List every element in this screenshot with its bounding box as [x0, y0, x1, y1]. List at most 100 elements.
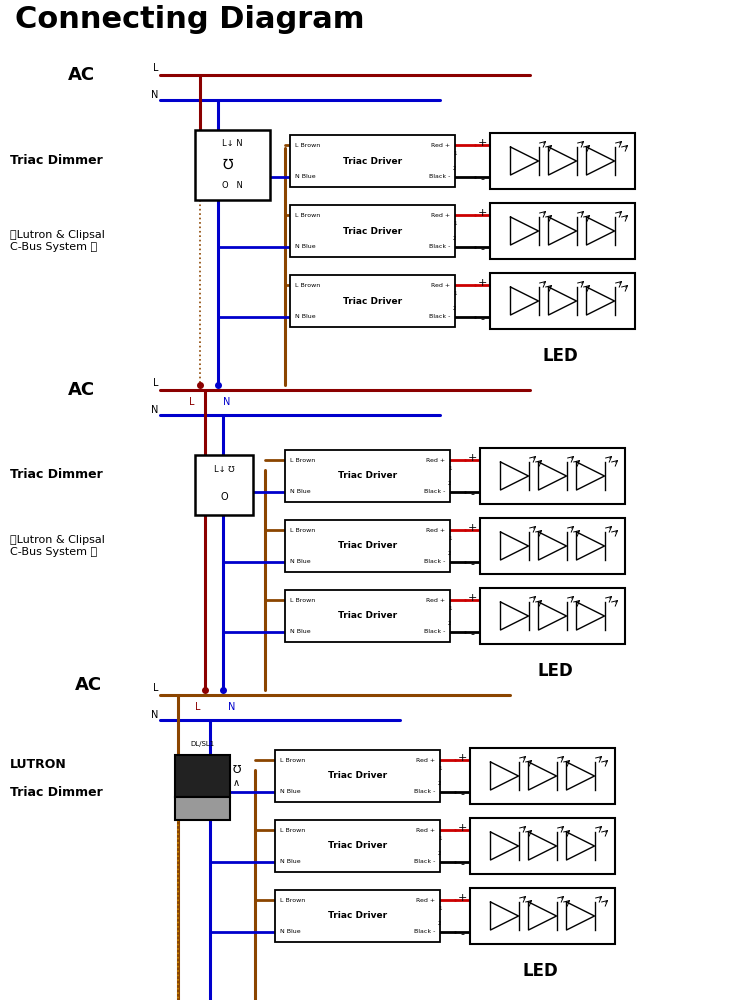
Text: L Brown: L Brown	[295, 283, 320, 288]
Text: LED: LED	[522, 962, 558, 980]
Text: L: L	[152, 63, 158, 73]
Text: （Lutron & Clipsal
C-Bus System ）: （Lutron & Clipsal C-Bus System ）	[10, 535, 105, 557]
Text: L Brown: L Brown	[295, 143, 320, 148]
Text: Red +: Red +	[430, 283, 450, 288]
Text: L Brown: L Brown	[290, 598, 315, 603]
Text: ∧: ∧	[233, 778, 240, 788]
Text: ℧: ℧	[222, 158, 232, 172]
Text: Triac Driver: Triac Driver	[343, 227, 402, 235]
Bar	[470, 888, 615, 944]
Text: LED: LED	[542, 347, 578, 365]
Text: L Brown: L Brown	[295, 213, 320, 218]
Text: N Blue: N Blue	[280, 859, 301, 864]
Bar	[175, 797, 230, 820]
Text: L Brown: L Brown	[280, 758, 305, 763]
Text: -: -	[470, 559, 474, 569]
Text: Triac Dimmer: Triac Dimmer	[10, 786, 103, 800]
Text: 2: 2	[453, 236, 457, 241]
Bar	[290, 205, 455, 257]
Text: N Blue: N Blue	[280, 789, 301, 794]
Text: L: L	[190, 397, 195, 407]
Text: N Blue: N Blue	[290, 629, 310, 634]
Text: 2: 2	[438, 851, 442, 856]
Text: 1: 1	[448, 606, 452, 611]
Text: 2: 2	[438, 781, 442, 786]
Text: Red +: Red +	[426, 598, 445, 603]
Text: Black -: Black -	[424, 489, 445, 494]
Text: N Blue: N Blue	[280, 929, 301, 934]
Text: LUTRON: LUTRON	[10, 758, 67, 772]
Bar	[480, 518, 625, 574]
Text: 2: 2	[448, 481, 452, 486]
Text: +: +	[458, 753, 466, 763]
Text: L↓ N: L↓ N	[222, 139, 243, 148]
Text: Triac Driver: Triac Driver	[338, 472, 397, 481]
Text: +: +	[467, 453, 477, 463]
Text: AC: AC	[75, 676, 102, 694]
Text: +: +	[477, 278, 487, 288]
Text: DL/SL1: DL/SL1	[190, 741, 214, 747]
Text: -: -	[460, 789, 464, 799]
Bar	[480, 588, 625, 644]
Text: 2: 2	[448, 551, 452, 556]
Text: Black -: Black -	[414, 859, 435, 864]
Text: Red +: Red +	[426, 528, 445, 533]
Bar	[275, 820, 440, 872]
Text: Triac Driver: Triac Driver	[338, 542, 397, 550]
Text: N Blue: N Blue	[295, 314, 316, 319]
Text: N Blue: N Blue	[295, 174, 316, 179]
Bar	[290, 275, 455, 327]
Text: Red +: Red +	[430, 213, 450, 218]
Text: 1: 1	[448, 466, 452, 471]
Text: Red +: Red +	[416, 758, 435, 763]
Text: -: -	[470, 489, 474, 499]
Text: N Blue: N Blue	[290, 559, 310, 564]
Text: Triac Driver: Triac Driver	[328, 842, 387, 850]
Text: 1: 1	[438, 836, 442, 841]
Bar	[175, 755, 230, 797]
Text: Red +: Red +	[416, 898, 435, 903]
Bar	[275, 750, 440, 802]
Text: N: N	[151, 710, 158, 720]
Text: Connecting Diagram: Connecting Diagram	[15, 5, 364, 34]
Text: -: -	[460, 859, 464, 869]
Text: 1: 1	[453, 221, 457, 226]
Text: N: N	[151, 90, 158, 100]
Text: Triac Driver: Triac Driver	[343, 296, 402, 306]
Bar	[470, 818, 615, 874]
Text: Black -: Black -	[429, 174, 450, 179]
Text: Black -: Black -	[424, 629, 445, 634]
Text: N: N	[151, 405, 158, 415]
Bar	[490, 203, 635, 259]
Text: 2: 2	[438, 921, 442, 926]
Text: +: +	[477, 138, 487, 148]
Text: -: -	[470, 629, 474, 639]
Text: 2: 2	[448, 621, 452, 626]
Bar	[290, 135, 455, 187]
Text: AC: AC	[68, 66, 95, 84]
Text: Black -: Black -	[429, 244, 450, 249]
Text: -: -	[480, 174, 484, 184]
Bar	[470, 748, 615, 804]
Text: Black -: Black -	[414, 789, 435, 794]
Text: Red +: Red +	[426, 458, 445, 463]
Text: Triac Dimmer: Triac Dimmer	[10, 153, 103, 166]
Text: Triac Driver: Triac Driver	[338, 611, 397, 620]
Text: N Blue: N Blue	[295, 244, 316, 249]
Bar	[195, 455, 253, 515]
Text: -: -	[460, 929, 464, 939]
Text: O   N: O N	[222, 180, 243, 190]
Text: 1: 1	[453, 291, 457, 296]
Bar	[275, 890, 440, 942]
Text: L Brown: L Brown	[290, 528, 315, 533]
Text: Triac Driver: Triac Driver	[328, 912, 387, 920]
Text: 2: 2	[453, 166, 457, 171]
Text: L: L	[152, 683, 158, 693]
Text: Red +: Red +	[430, 143, 450, 148]
Text: 2: 2	[453, 306, 457, 311]
Bar	[480, 448, 625, 504]
Text: AC: AC	[68, 381, 95, 399]
Text: -: -	[480, 314, 484, 324]
Text: +: +	[458, 823, 466, 833]
Text: Triac Driver: Triac Driver	[343, 156, 402, 165]
